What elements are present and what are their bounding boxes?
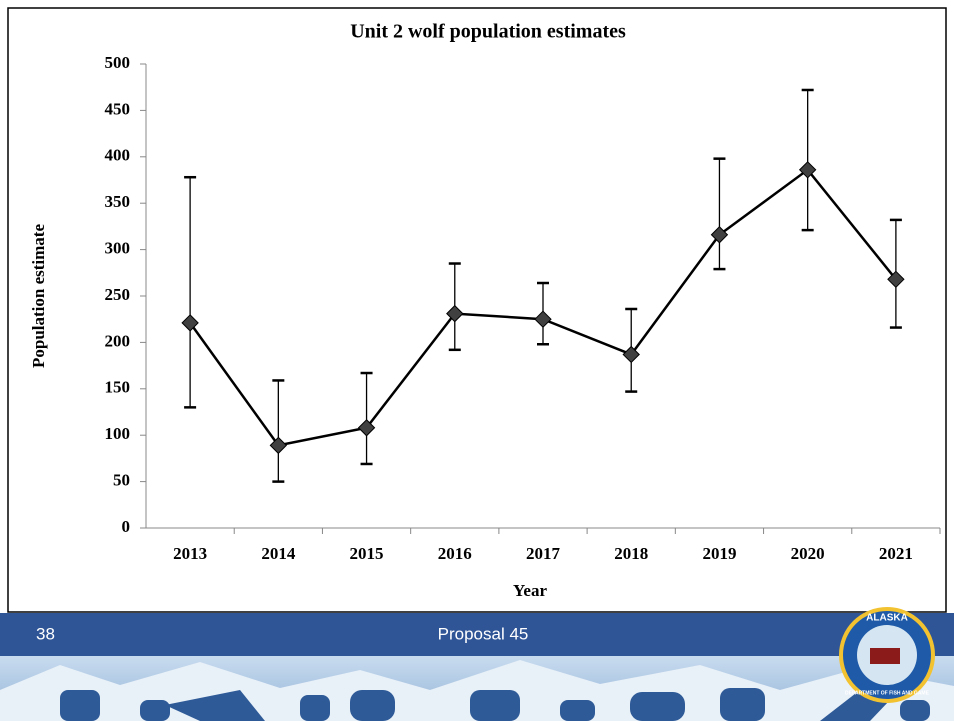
- y-tick-label: 250: [105, 285, 131, 304]
- point: [534, 310, 552, 328]
- x-tick-label: 2021: [879, 544, 913, 563]
- y-tick-label: 350: [105, 192, 131, 211]
- x-tick-label: 2017: [526, 544, 561, 563]
- x-tick-label: 2013: [173, 544, 207, 563]
- logo-bottom: DEPARTMENT OF FISH AND GAME: [845, 690, 930, 696]
- y-tick-label: 450: [105, 99, 131, 118]
- chart-title: Unit 2 wolf population estimates: [350, 21, 626, 43]
- point: [622, 345, 640, 364]
- footer-title: Proposal 45: [438, 624, 529, 643]
- x-tick-label: 2020: [791, 544, 825, 563]
- x-axis-label: Year: [513, 581, 547, 600]
- y-tick-label: 0: [122, 517, 131, 536]
- y-tick-label: 150: [105, 378, 131, 397]
- y-tick-label: 200: [105, 331, 131, 350]
- silhouettes: [60, 688, 930, 721]
- point: [181, 314, 199, 332]
- y-axis-label: Population estimate: [29, 224, 48, 368]
- logo-top: ALASKA: [866, 613, 908, 624]
- point: [269, 436, 288, 455]
- y-tick-label: 500: [105, 53, 131, 72]
- chart-frame: [7, 7, 947, 613]
- page-number: 38: [36, 624, 55, 643]
- point: [710, 226, 729, 244]
- point: [446, 304, 464, 323]
- x-tick-label: 2015: [350, 544, 384, 563]
- point: [887, 270, 905, 289]
- y-tick-label: 400: [105, 146, 131, 165]
- point: [357, 419, 376, 437]
- y-tick-label: 300: [105, 239, 131, 258]
- x-tick-label: 2014: [261, 544, 296, 563]
- y-tick-label: 100: [105, 424, 131, 443]
- x-tick-label: 2019: [702, 544, 736, 563]
- plot: 0 50 100 150 200 250 300 350 400 450 500 2013 2014 20…: [105, 53, 941, 563]
- x-tick-label: 2016: [438, 544, 472, 563]
- footer-bar: [0, 613, 954, 656]
- y-tick-label: 50: [113, 471, 130, 490]
- x-tick-label: 2018: [614, 544, 648, 563]
- logo: ALASKA DEPARTMENT OF FISH AND GAME: [839, 607, 935, 703]
- point: [798, 161, 817, 179]
